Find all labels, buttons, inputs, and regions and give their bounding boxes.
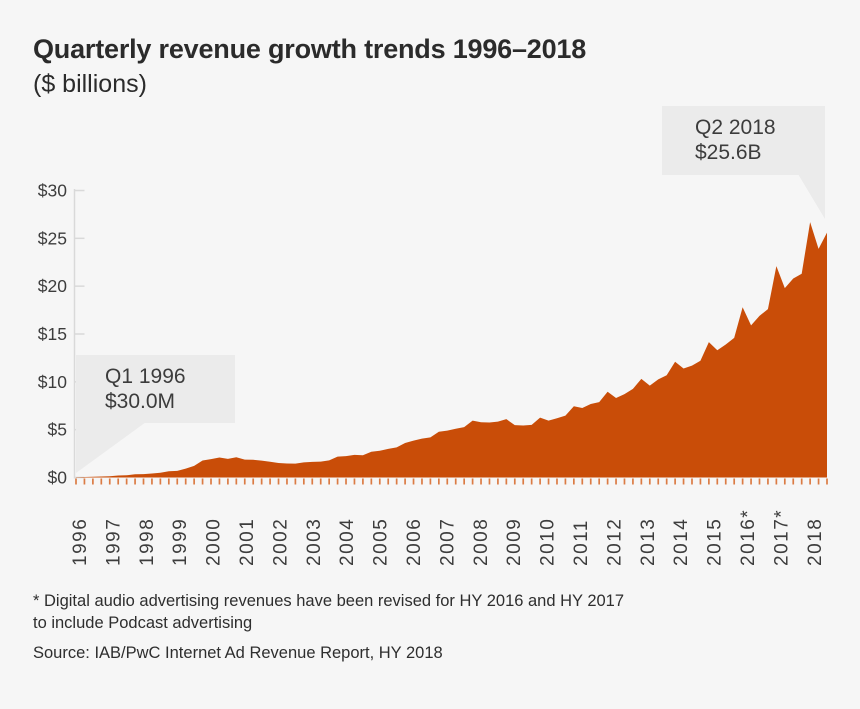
callout-q1-1996-quarter: Q1 1996 <box>105 365 186 388</box>
x-axis-year-label: 2002 <box>270 518 291 566</box>
x-axis-year-label: 2018 <box>805 518 826 566</box>
callout-q2-2018-quarter: Q2 2018 <box>695 116 776 139</box>
y-axis-tick-label: $10 <box>38 372 67 392</box>
revenue-area-series <box>76 222 827 478</box>
x-axis-year-label: 2015 <box>705 518 726 566</box>
y-axis-tick-label: $0 <box>48 468 68 488</box>
footnote: * Digital audio advertising revenues hav… <box>33 590 624 634</box>
y-axis-tick-label: $25 <box>38 228 67 248</box>
x-axis-year-label: 1998 <box>137 518 158 566</box>
x-axis-year-label: 2017* <box>771 509 792 566</box>
footnote-line-1: * Digital audio advertising revenues hav… <box>33 592 625 610</box>
source-line: Source: IAB/PwC Internet Ad Revenue Repo… <box>33 644 443 662</box>
y-axis-tick-label: $30 <box>38 180 67 200</box>
callout-q2-2018: Q2 2018 $25.6B <box>662 106 825 175</box>
x-axis-year-label: 2016* <box>738 509 759 566</box>
page-title: Quarterly revenue growth trends 1996–201… <box>33 34 587 64</box>
callout-q2-2018-value: $25.6B <box>695 141 762 164</box>
x-axis-year-label: 2011 <box>571 519 592 566</box>
x-axis-year-label: 2007 <box>437 518 458 566</box>
callout-q1-1996: Q1 1996 $30.0M <box>76 355 235 423</box>
footnote-line-2: to include Podcast advertising <box>33 614 253 632</box>
x-axis-year-label: 2004 <box>337 518 358 566</box>
x-axis-year-label: 2006 <box>404 518 425 566</box>
y-axis-tick-label: $15 <box>38 324 67 344</box>
x-axis-year-label: 2003 <box>304 518 325 566</box>
x-axis-year-label: 2010 <box>538 518 559 566</box>
x-axis-year-label: 1996 <box>70 518 91 566</box>
page-subtitle: ($ billions) <box>33 70 147 98</box>
x-axis-year-label: 1997 <box>103 518 124 566</box>
x-axis-year-label: 2012 <box>604 518 625 566</box>
y-axis-tick-label: $20 <box>38 276 67 296</box>
x-axis-year-label: 2014 <box>671 518 692 566</box>
y-axis-tick-label: $5 <box>48 420 67 440</box>
callout-q1-1996-value: $30.0M <box>105 390 176 413</box>
x-axis-year-label: 2009 <box>504 518 525 566</box>
x-axis-year-label: 2013 <box>638 518 659 566</box>
x-axis-year-label: 2008 <box>471 518 492 566</box>
x-axis-year-label: 2005 <box>371 518 392 566</box>
x-axis-year-label: 1999 <box>170 518 191 566</box>
x-axis-year-label: 2001 <box>237 518 258 566</box>
x-axis-year-label: 2000 <box>204 518 225 566</box>
